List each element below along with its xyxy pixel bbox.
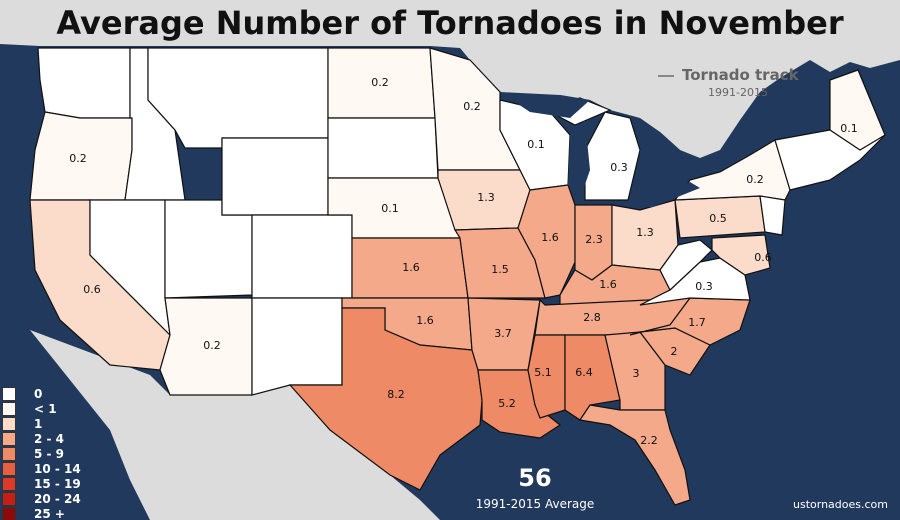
page-title: Average Number of Tornadoes in November [56,4,844,42]
state-value-michigan: 0.3 [610,161,628,174]
legend-label: 1 [34,416,43,431]
state-value-arizona: 0.2 [203,339,221,352]
legend-swatch [2,506,16,520]
state-florida [578,404,691,506]
legend-item: 15 - 19 [2,476,81,491]
legend-label: 0 [34,386,43,401]
legend-item: 2 - 4 [2,431,81,446]
average-total: 56 [518,464,552,492]
state-value-california: 0.6 [83,283,101,296]
legend-swatch [2,416,16,431]
state-value-louisiana: 5.2 [498,397,516,410]
legend-swatch [2,476,16,491]
legend-label: 20 - 24 [34,491,81,506]
state-value-florida: 2.2 [640,434,658,447]
state-value-ohio: 1.3 [636,226,654,239]
state-wyoming [221,137,329,216]
legend-swatch [2,446,16,461]
state-value-nebraska: 0.1 [381,202,399,215]
lake-superior [500,92,590,118]
legend-label: 5 - 9 [34,446,65,461]
credit: ustornadoes.com [793,498,888,511]
track-line-icon [658,74,674,77]
state-value-tennessee: 2.8 [583,311,601,324]
state-value-alabama: 6.4 [575,366,593,379]
track-years: 1991-2015 [708,86,768,99]
legend-label: 25 + [34,506,65,520]
state-maryland [711,234,771,276]
state-value-minnesota: 0.2 [463,100,481,113]
state-value-maine: 0.1 [840,122,858,135]
state-value-mississippi: 5.1 [534,366,552,379]
state-value-oregon: 0.2 [69,152,87,165]
state-value-north-carolina: 1.7 [688,316,706,329]
lake-michigan [568,120,590,205]
state-texas [288,307,483,491]
state-value-virginia: 0.3 [695,280,713,293]
legend-item: 10 - 14 [2,461,81,476]
state-new-mexico [251,297,343,396]
legend-item: 5 - 9 [2,446,81,461]
state-value-georgia: 3 [633,367,640,380]
state-washington [37,47,131,119]
legend-label: 15 - 19 [34,476,81,491]
legend-label: 2 - 4 [34,431,65,446]
lake-erie [640,182,700,208]
legend-label: 10 - 14 [34,461,81,476]
legend-swatch [2,401,16,416]
legend-item: 0 [2,386,81,401]
tornado-track-note: Tornado track [658,66,799,84]
mexico-landmass [30,330,440,520]
state-value-oklahoma: 1.6 [416,314,434,327]
legend-swatch [2,491,16,506]
state-new-jersey [759,195,786,236]
state-south-dakota [327,117,439,179]
state-colorado [251,214,353,299]
state-maine [829,69,886,151]
state-value-indiana: 2.3 [585,233,603,246]
state-north-carolina [629,297,751,346]
legend-item: 25 + [2,506,81,520]
state-value-wisconsin: 0.1 [527,138,545,151]
legend-item: < 1 [2,401,81,416]
legend-swatch [2,461,16,476]
state-value-pennsylvania: 0.5 [709,212,727,225]
legend-swatch [2,431,16,446]
track-label: Tornado track [682,66,799,84]
state-value-missouri: 1.5 [491,263,509,276]
state-value-new-york: 0.2 [746,173,764,186]
canada-landmass [0,0,900,158]
legend-label: < 1 [34,401,57,416]
lake-huron [640,132,680,178]
state-value-kentucky: 1.6 [599,278,617,291]
state-value-illinois: 1.6 [541,231,559,244]
state-value-kansas: 1.6 [402,261,420,274]
state-value-arkansas: 3.7 [494,327,512,340]
state-value-south-carolina: 2 [671,345,678,358]
average-caption: 1991-2015 Average [475,497,595,511]
state-value-texas: 8.2 [387,388,405,401]
legend-swatch [2,386,16,401]
state-value-north-dakota: 0.2 [371,76,389,89]
state-value-iowa: 1.3 [477,191,495,204]
state-value-maryland: 0.6 [754,251,772,264]
legend-item: 1 [2,416,81,431]
state-value-labels: 0.1 0.2 0.2 0.2 0.1 0.3 0.2 1.3 0.1 1.6 2.3 1.3 0.5 0… [69,76,858,447]
legend-item: 20 - 24 [2,491,81,506]
